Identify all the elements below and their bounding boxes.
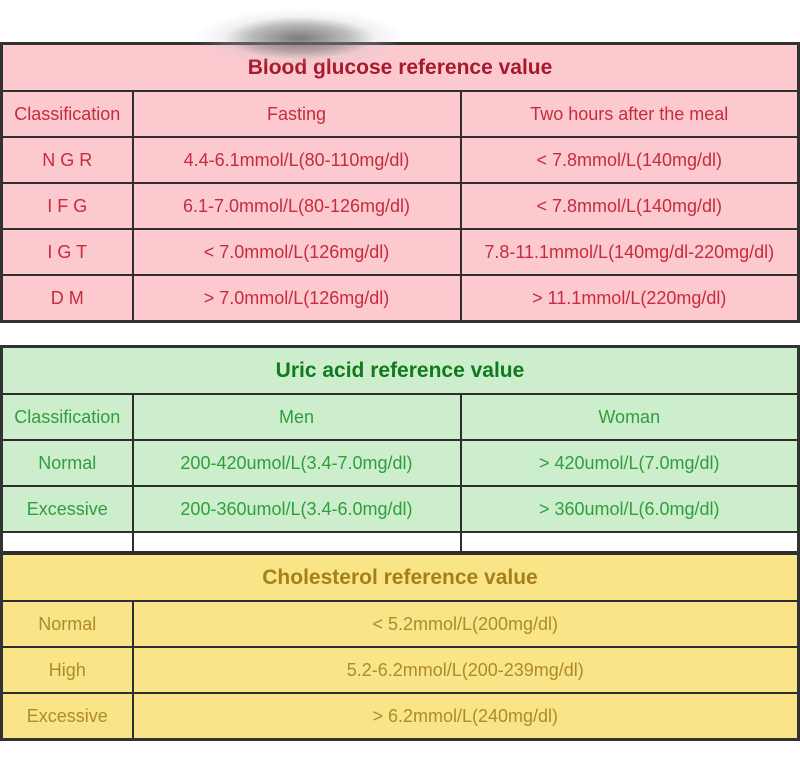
- cell-fasting-value: > 7.0mmol/L(126mg/dl): [131, 274, 462, 323]
- blood-glucose-title: Blood glucose reference value: [0, 42, 800, 92]
- table-title-row: Uric acid reference value: [0, 345, 800, 395]
- cell-woman-value: > 420umol/L(7.0mg/dl): [459, 439, 800, 487]
- cell-cholesterol-value: > 6.2mmol/L(240mg/dl): [131, 692, 800, 741]
- cell-fasting-value: < 7.0mmol/L(126mg/dl): [131, 228, 462, 276]
- cell-classification: High: [0, 646, 134, 694]
- header-classification: Classification: [0, 90, 134, 138]
- cell-classification: I G T: [0, 228, 134, 276]
- empty-cell: [0, 531, 134, 553]
- header-woman: Woman: [459, 393, 800, 441]
- empty-cell: [459, 531, 800, 553]
- cell-men-value: 200-420umol/L(3.4-7.0mg/dl): [131, 439, 462, 487]
- cell-after-meal-value: 7.8-11.1mmol/L(140mg/dl-220mg/dl): [459, 228, 800, 276]
- empty-cell: [131, 531, 462, 553]
- header-classification: Classification: [0, 393, 134, 441]
- uric-acid-table: Uric acid reference value Classification…: [0, 345, 800, 553]
- table-header-row: Classification Men Woman: [0, 393, 800, 441]
- uric-acid-title: Uric acid reference value: [0, 345, 800, 395]
- cell-woman-value: > 360umol/L(6.0mg/dl): [459, 485, 800, 533]
- table-row: High 5.2-6.2mmol/L(200-239mg/dl): [0, 646, 800, 694]
- table-row: Normal < 5.2mmol/L(200mg/dl): [0, 600, 800, 648]
- cell-classification: I F G: [0, 182, 134, 230]
- cell-classification: N G R: [0, 136, 134, 184]
- cell-fasting-value: 4.4-6.1mmol/L(80-110mg/dl): [131, 136, 462, 184]
- cell-classification: Normal: [0, 439, 134, 487]
- cholesterol-table: Cholesterol reference value Normal < 5.2…: [0, 553, 800, 741]
- cell-men-value: 200-360umol/L(3.4-6.0mg/dl): [131, 485, 462, 533]
- empty-spacer-row: [0, 531, 800, 553]
- table-title-row: Blood glucose reference value: [0, 42, 800, 92]
- blood-glucose-table: Blood glucose reference value Classifica…: [0, 42, 800, 323]
- table-row: I G T < 7.0mmol/L(126mg/dl) 7.8-11.1mmol…: [0, 228, 800, 276]
- table-row: D M > 7.0mmol/L(126mg/dl) > 11.1mmol/L(2…: [0, 274, 800, 323]
- cell-classification: Excessive: [0, 692, 134, 741]
- cell-after-meal-value: < 7.8mmol/L(140mg/dl): [459, 182, 800, 230]
- cell-classification: D M: [0, 274, 134, 323]
- cell-classification: Normal: [0, 600, 134, 648]
- header-fasting: Fasting: [131, 90, 462, 138]
- table-row: Normal 200-420umol/L(3.4-7.0mg/dl) > 420…: [0, 439, 800, 487]
- header-two-hours: Two hours after the meal: [459, 90, 800, 138]
- table-row: Excessive > 6.2mmol/L(240mg/dl): [0, 692, 800, 741]
- header-men: Men: [131, 393, 462, 441]
- cell-cholesterol-value: < 5.2mmol/L(200mg/dl): [131, 600, 800, 648]
- table-header-row: Classification Fasting Two hours after t…: [0, 90, 800, 138]
- table-row: I F G 6.1-7.0mmol/L(80-126mg/dl) < 7.8mm…: [0, 182, 800, 230]
- cholesterol-title: Cholesterol reference value: [0, 553, 800, 602]
- table-row: N G R 4.4-6.1mmol/L(80-110mg/dl) < 7.8mm…: [0, 136, 800, 184]
- cell-fasting-value: 6.1-7.0mmol/L(80-126mg/dl): [131, 182, 462, 230]
- table-row: Excessive 200-360umol/L(3.4-6.0mg/dl) > …: [0, 485, 800, 533]
- cell-after-meal-value: < 7.8mmol/L(140mg/dl): [459, 136, 800, 184]
- table-title-row: Cholesterol reference value: [0, 553, 800, 602]
- cell-after-meal-value: > 11.1mmol/L(220mg/dl): [459, 274, 800, 323]
- cell-classification: Excessive: [0, 485, 134, 533]
- cell-cholesterol-value: 5.2-6.2mmol/L(200-239mg/dl): [131, 646, 800, 694]
